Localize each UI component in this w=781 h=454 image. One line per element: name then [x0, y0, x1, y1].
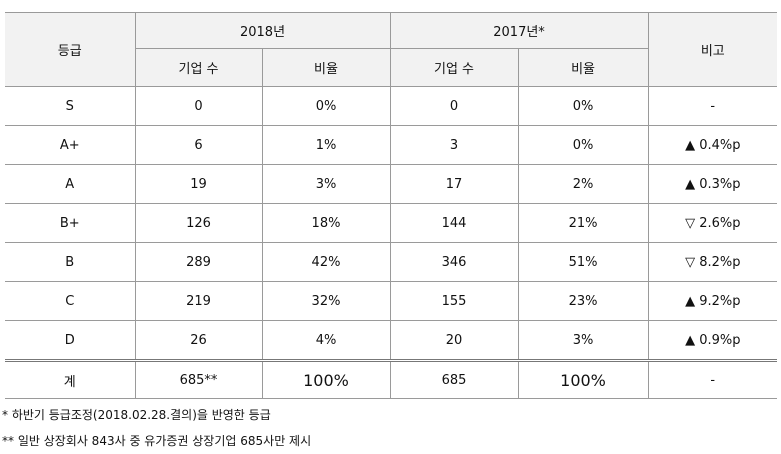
table-row: A+ 6 1% 3 0% ▲ 0.4%p — [5, 125, 778, 165]
header-cell: 2017년* — [389, 12, 649, 49]
table-cell: 126 — [134, 203, 263, 243]
table-row: C 219 32% 155 23% ▲ 9.2%p — [5, 281, 778, 321]
table-cell: 0% — [517, 125, 649, 165]
table-cell: ▽ 8.2%p — [647, 242, 778, 282]
table-cell: - — [647, 359, 778, 399]
table-cell: 219 — [134, 281, 263, 321]
table-cell: 685 — [389, 359, 519, 399]
table-cell: 32% — [261, 281, 391, 321]
table-cell: 3 — [389, 125, 519, 165]
table-cell: ▽ 2.6%p — [647, 203, 778, 243]
table-cell: 6 — [134, 125, 263, 165]
table-cell: D — [5, 320, 136, 361]
table-cell: 0 — [389, 86, 519, 126]
footnote: * 하반기 등급조정(2018.02.28.결의)을 반영한 등급 — [2, 408, 271, 422]
table-cell: 0% — [517, 86, 649, 126]
table-cell: 계 — [5, 359, 136, 399]
footnotes: * 하반기 등급조정(2018.02.28.결의)을 반영한 등급 ** 일반 … — [2, 402, 311, 454]
subheader-cell: 기업 수 — [135, 48, 263, 87]
table-cell: 685** — [134, 359, 263, 399]
table-cell: 51% — [517, 242, 649, 282]
table-cell: 21% — [517, 203, 649, 243]
subheader-cell: 비율 — [261, 48, 391, 87]
table-row: B+ 126 18% 144 21% ▽ 2.6%p — [5, 203, 778, 243]
table-cell: 144 — [389, 203, 519, 243]
table-wrap: 등급 2018년 2017년* 비고 기업 수 비율 기업 수 비율 S 0 0% 0… — [5, 12, 778, 399]
table-cell: 1% — [261, 125, 391, 165]
table-cell: 100% — [261, 359, 391, 399]
table-cell: 2% — [517, 164, 649, 204]
table-row: B 289 42% 346 51% ▽ 8.2%p — [5, 242, 778, 282]
table-cell: 20 — [389, 320, 519, 361]
table-cell: 4% — [261, 320, 391, 361]
table-cell: S — [5, 86, 136, 126]
table-cell: - — [647, 86, 778, 126]
table-cell: 346 — [389, 242, 519, 282]
table-cell: ▲ 0.9%p — [647, 320, 778, 361]
table-cell: C — [5, 281, 136, 321]
table-cell: 0 — [134, 86, 263, 126]
table-cell: 17 — [389, 164, 519, 204]
table-cell: A — [5, 164, 136, 204]
header-cell: 2018년 — [134, 12, 391, 49]
table-cell: 100% — [517, 359, 649, 399]
table-cell: B — [5, 242, 136, 282]
table-cell: 26 — [134, 320, 263, 361]
table-cell: 42% — [261, 242, 391, 282]
table-cell: 19 — [134, 164, 263, 204]
table-cell: 3% — [261, 164, 391, 204]
table-cell: ▲ 9.2%p — [647, 281, 778, 321]
table-row: D 26 4% 20 3% ▲ 0.9%p — [5, 320, 778, 361]
footnote: ** 일반 상장회사 843사 중 유가증권 상장기업 685사만 제시 — [2, 434, 312, 448]
table-cell: ▲ 0.3%p — [647, 164, 778, 204]
header-cell: 등급 — [5, 12, 136, 87]
grade-table: 등급 2018년 2017년* 비고 기업 수 비율 기업 수 비율 S 0 0% 0… — [5, 12, 778, 399]
table-cell: B+ — [5, 203, 136, 243]
table-body: S 0 0% 0 0% - A+ 6 1% 3 0% ▲ 0.4%p A 19 3% 17 2% ▲ 0.3%p B… — [5, 86, 778, 399]
table-row: S 0 0% 0 0% - — [5, 86, 778, 126]
table-cell: 3% — [517, 320, 649, 361]
table-cell: A+ — [5, 125, 136, 165]
table-row: 계 685** 100% 685 100% - — [5, 359, 778, 399]
table-cell: 289 — [134, 242, 263, 282]
header-cell: 비고 — [647, 12, 778, 87]
table-row: A 19 3% 17 2% ▲ 0.3%p — [5, 164, 778, 204]
table-cell: 18% — [261, 203, 391, 243]
table-cell: 0% — [261, 86, 391, 126]
table-cell: 23% — [517, 281, 649, 321]
table-cell: ▲ 0.4%p — [647, 125, 778, 165]
table-cell: 155 — [389, 281, 519, 321]
subheader-cell: 기업 수 — [389, 48, 519, 87]
subheader-cell: 비율 — [517, 48, 649, 87]
